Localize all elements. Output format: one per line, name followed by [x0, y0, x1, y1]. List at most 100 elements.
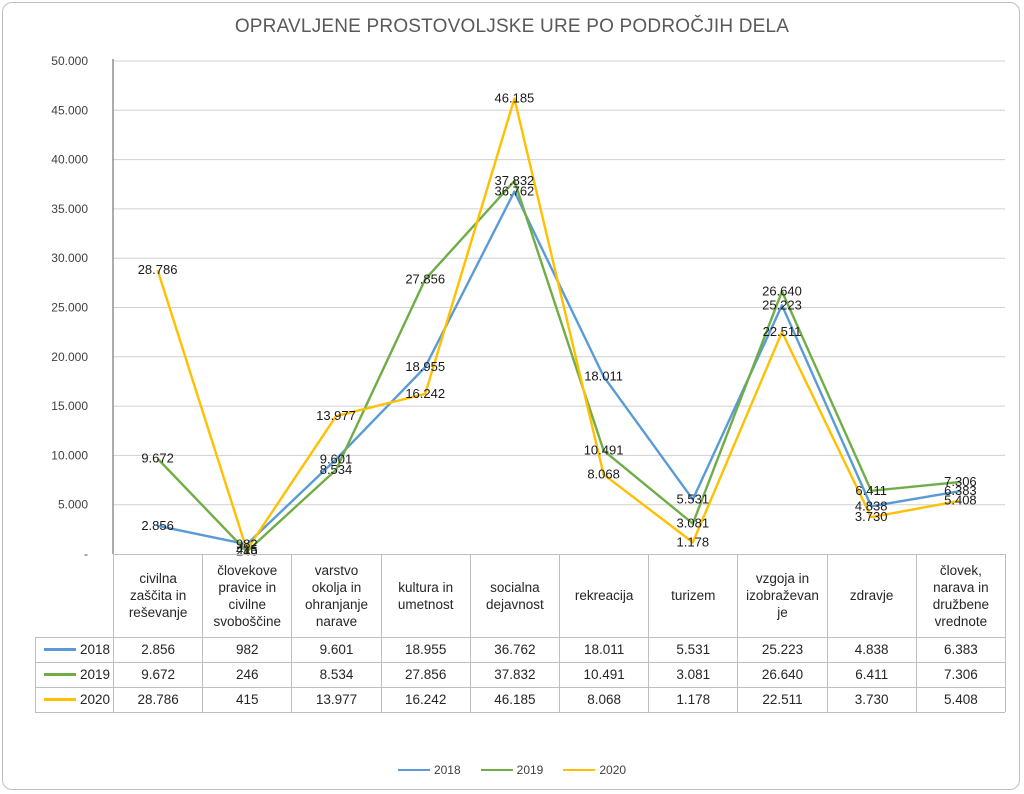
header-line: človekove [217, 562, 278, 578]
y-tick-label: 45.000 [51, 103, 88, 117]
data-label-2019: 9.672 [141, 451, 174, 466]
table-cell: 25.223 [737, 637, 826, 662]
header-line: vzgoja in [755, 571, 810, 586]
data-label-2018: 5.531 [677, 491, 710, 506]
legend: 2018 2019 2020 [0, 763, 1024, 777]
table-cell: 1.178 [648, 687, 737, 712]
table-cell: 37.832 [469, 662, 559, 687]
data-label-2019: 26.640 [762, 283, 802, 298]
data-label-2018: 18.955 [405, 359, 445, 374]
header-line: svoboščine [213, 613, 282, 629]
data-label-2020: 1.178 [677, 534, 710, 549]
header-line: zdravje [849, 588, 894, 603]
table-cell: 46.185 [469, 687, 559, 712]
legend-key-line [43, 648, 76, 651]
header-line: civilna [139, 571, 177, 586]
table-cell: 246 [202, 662, 291, 687]
y-tick-label: 5.000 [58, 498, 88, 512]
table-series-key: 2018 [35, 637, 113, 662]
data-label-2018: 982 [236, 536, 258, 551]
y-tick-label: 50.000 [51, 54, 88, 68]
table-cell: 6.383 [915, 637, 1005, 662]
y-tick-label: 10.000 [51, 448, 88, 462]
table-header-cell: rekreacija [559, 554, 648, 637]
data-label-2020: 3.730 [855, 509, 888, 524]
data-label-2018: 4.838 [855, 498, 888, 513]
table-cell: 9.601 [291, 637, 380, 662]
table-cell: 36.762 [469, 637, 559, 662]
y-tick-label: 25.000 [51, 301, 88, 315]
table-row-border [35, 662, 1005, 663]
header-line: rekreacija [574, 588, 634, 603]
table-cell: 10.491 [559, 662, 648, 687]
table-cell: 3.081 [648, 662, 737, 687]
header-line: pravice in [218, 579, 277, 595]
header-line: reševanje [128, 605, 188, 620]
table-header-cell: človekove pravice in civilne svoboščine [202, 554, 291, 637]
series-name: 2019 [79, 667, 110, 682]
table-header-cell: varstvo okolja in ohranjanje narave [291, 554, 380, 637]
header-line: zaščita in [129, 588, 187, 603]
data-label-2020: 8.068 [587, 466, 620, 481]
table-header-cell: kultura in umetnost [380, 554, 470, 637]
y-tick-label: 40.000 [51, 153, 88, 167]
series-line-2018 [157, 190, 961, 546]
header-line: civilne [228, 596, 267, 612]
header-line: vrednote [934, 613, 988, 629]
data-label-2019: 6.411 [855, 483, 887, 498]
legend-key-line [43, 673, 76, 676]
table-header-cell: zdravje [826, 554, 916, 637]
legend-item-2019: 2019 [480, 763, 543, 777]
legend-swatch [563, 768, 596, 772]
table-row-border [35, 687, 1005, 688]
table-cell: 5.408 [915, 687, 1005, 712]
table-cell: 28.786 [113, 687, 202, 712]
header-line: dejavnost [485, 596, 544, 612]
data-label-2018: 2.856 [141, 518, 174, 533]
header-line: okolja in [311, 579, 362, 595]
table-top-border [113, 554, 1005, 555]
data-label-2018: 18.011 [584, 368, 623, 383]
table-cell: 9.672 [113, 662, 202, 687]
data-label-2020: 28.786 [138, 262, 178, 277]
table-bottom-border [35, 712, 1005, 713]
table-cell: 415 [202, 687, 291, 712]
data-label-2018: 25.223 [762, 297, 802, 312]
legend-swatch [480, 768, 513, 772]
table-cell: 26.640 [737, 662, 826, 687]
table-cell: 16.242 [380, 687, 470, 712]
header-line: varstvo [314, 562, 359, 578]
series-name: 2018 [79, 642, 110, 657]
header-line: narava in [933, 579, 989, 595]
header-line: turizem [671, 588, 716, 603]
series-line-2019 [156, 179, 961, 553]
data-label-2019: 37.832 [495, 173, 535, 188]
series-line-2020 [156, 97, 961, 552]
legend-item-2020: 2020 [563, 763, 626, 777]
header-line: socialna [490, 579, 540, 595]
series-name: 2020 [79, 692, 110, 707]
data-label-2018: 36.762 [495, 184, 535, 199]
header-line: družbene [932, 596, 990, 612]
table-cell: 3.730 [826, 687, 916, 712]
table-series-key: 2020 [35, 687, 113, 712]
table-cell: 13.977 [291, 687, 380, 712]
data-label-2019: 27.856 [405, 271, 445, 286]
legend-key-line [43, 698, 76, 701]
header-line: človek, [939, 562, 982, 578]
header-line: umetnost [397, 596, 454, 612]
data-label-2020: 46.185 [495, 91, 535, 106]
y-tick-label: - [84, 547, 88, 561]
data-label-2020: 13.977 [316, 408, 356, 423]
header-line: je [777, 605, 788, 620]
data-label-2020: 5.408 [944, 493, 977, 508]
y-tick-label: 35.000 [51, 202, 88, 216]
table-cell: 2.856 [113, 637, 202, 662]
data-label-2019: 3.081 [677, 516, 710, 531]
table-cell: 8.068 [559, 687, 648, 712]
data-label-2018: 6.383 [944, 483, 977, 498]
data-label-2019: 8.534 [320, 462, 353, 477]
data-label-2019: 10.491 [584, 443, 624, 458]
